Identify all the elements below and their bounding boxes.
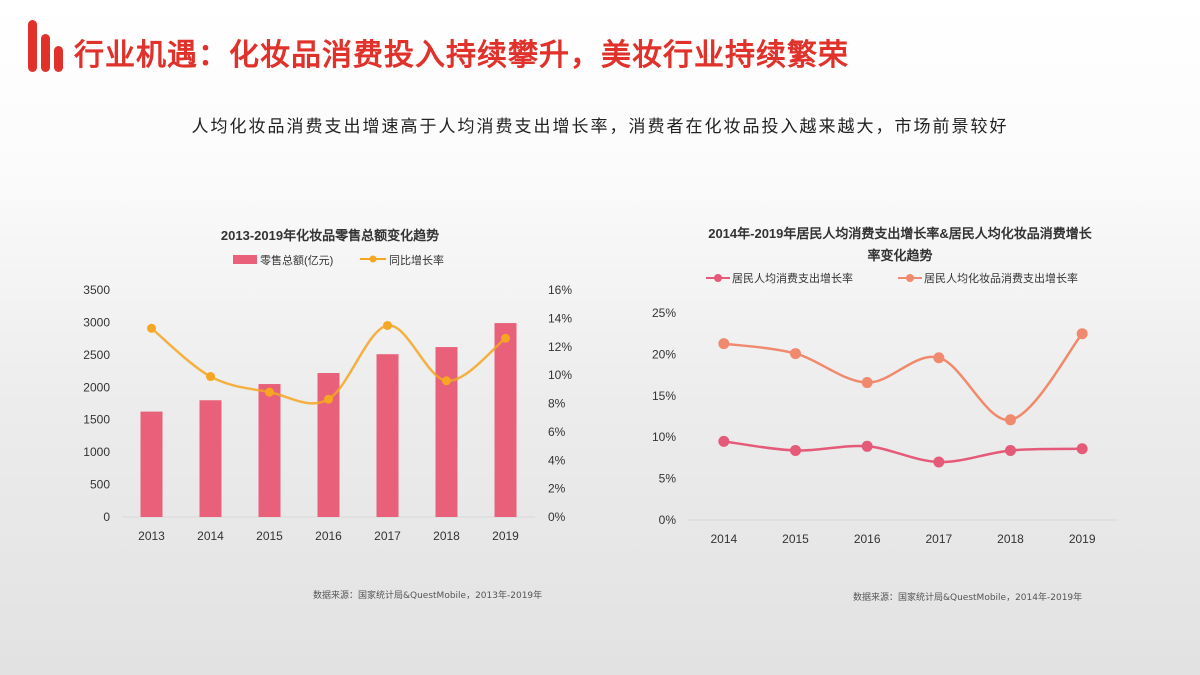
series-0-point-2018 xyxy=(1005,444,1016,456)
y-tick: 10% xyxy=(652,430,676,444)
y-tick: 25% xyxy=(652,306,676,320)
bar-2018 xyxy=(435,347,458,517)
series-1-point-2014 xyxy=(718,338,730,350)
growth-point-2016 xyxy=(324,394,333,404)
y-left-tick: 1000 xyxy=(83,445,110,459)
y-tick: 0% xyxy=(659,513,677,527)
chart-title: 2013-2019年化妆品零售总额变化趋势 xyxy=(221,228,439,243)
y-right-tick: 4% xyxy=(548,453,566,467)
y-left-tick: 3500 xyxy=(83,283,110,297)
x-tick: 2013 xyxy=(138,529,165,543)
x-tick: 2019 xyxy=(1069,532,1096,546)
x-tick: 2016 xyxy=(854,532,881,546)
x-tick: 2018 xyxy=(997,532,1024,546)
y-left-tick: 0 xyxy=(103,510,110,524)
page-title: 行业机遇：化妆品消费投入持续攀升，美妆行业持续繁荣 xyxy=(74,38,849,73)
y-right-tick: 2% xyxy=(548,482,566,496)
x-tick: 2015 xyxy=(782,532,809,546)
legend-marker-1 xyxy=(906,274,914,282)
series-line-1 xyxy=(723,332,1084,422)
x-tick: 2018 xyxy=(433,529,460,543)
y-left-tick: 1500 xyxy=(83,413,110,427)
y-tick: 15% xyxy=(652,389,676,403)
bar-2013 xyxy=(140,411,163,517)
y-left-tick: 500 xyxy=(90,478,110,492)
y-right-tick: 6% xyxy=(548,425,566,439)
y-left-tick: 2000 xyxy=(83,380,110,394)
legend-marker-0 xyxy=(714,274,722,282)
series-1-point-2017 xyxy=(933,352,945,364)
legend-label-growth: 同比增长率 xyxy=(389,253,444,267)
chart-title-growth: 2014年-2019年居民人均消费支出增长率&居民人均化妆品消费增长率变化趋势 xyxy=(708,226,1092,263)
growth-point-2015 xyxy=(265,387,274,397)
legend-label-0: 居民人均消费支出增长率 xyxy=(732,271,853,285)
bar-2017 xyxy=(376,354,399,517)
legend-label-sales: 零售总额(亿元) xyxy=(260,253,333,267)
y-right-tick: 12% xyxy=(548,340,572,354)
series-1-point-2015 xyxy=(790,348,801,360)
x-tick: 2015 xyxy=(256,529,283,543)
series-1-point-2018 xyxy=(1005,414,1016,426)
legend-swatch-bar xyxy=(233,255,257,264)
y-left-tick: 2500 xyxy=(83,348,110,362)
bar-2014 xyxy=(199,400,222,517)
y-right-tick: 14% xyxy=(548,311,572,325)
logo-bars-icon xyxy=(28,20,63,72)
series-1-point-2019 xyxy=(1076,328,1088,340)
legend-label-1: 居民人均化妆品消费支出增长率 xyxy=(924,271,1078,285)
series-0-point-2016 xyxy=(861,440,873,452)
series-0-point-2015 xyxy=(790,444,801,456)
bar-2019 xyxy=(494,323,517,517)
x-tick: 2014 xyxy=(710,532,737,546)
x-tick: 2017 xyxy=(925,532,952,546)
x-tick: 2017 xyxy=(374,529,401,543)
bar-2015 xyxy=(258,384,281,517)
y-right-tick: 8% xyxy=(548,397,566,411)
growth-point-2017 xyxy=(383,320,392,330)
legend-marker xyxy=(369,255,377,263)
y-right-tick: 16% xyxy=(548,283,572,297)
series-0-point-2017 xyxy=(933,456,945,468)
x-tick: 2019 xyxy=(492,529,519,543)
page-subtitle: 人均化妆品消费支出增速高于人均消费支出增长率，消费者在化妆品投入越来越大，市场前… xyxy=(191,117,1009,137)
growth-point-2018 xyxy=(442,376,451,386)
x-tick: 2016 xyxy=(315,529,342,543)
y-right-tick: 0% xyxy=(548,510,566,524)
series-0-point-2014 xyxy=(718,435,730,447)
source-note-right: 数据来源：国家统计局&QuestMobile，2014年-2019年 xyxy=(853,593,1083,603)
bar-2016 xyxy=(317,373,340,517)
source-note-left: 数据来源：国家统计局&QuestMobile，2013年-2019年 xyxy=(313,591,543,601)
x-tick: 2014 xyxy=(197,529,224,543)
growth-point-2014 xyxy=(206,372,215,382)
series-line-0 xyxy=(723,440,1083,464)
growth-point-2013 xyxy=(147,323,156,333)
growth-point-2019 xyxy=(501,333,510,343)
y-right-tick: 10% xyxy=(548,368,572,382)
y-tick: 20% xyxy=(652,347,676,361)
y-left-tick: 3000 xyxy=(83,315,110,329)
series-0-point-2019 xyxy=(1076,443,1088,455)
y-tick: 5% xyxy=(659,472,677,486)
series-1-point-2016 xyxy=(861,377,873,389)
